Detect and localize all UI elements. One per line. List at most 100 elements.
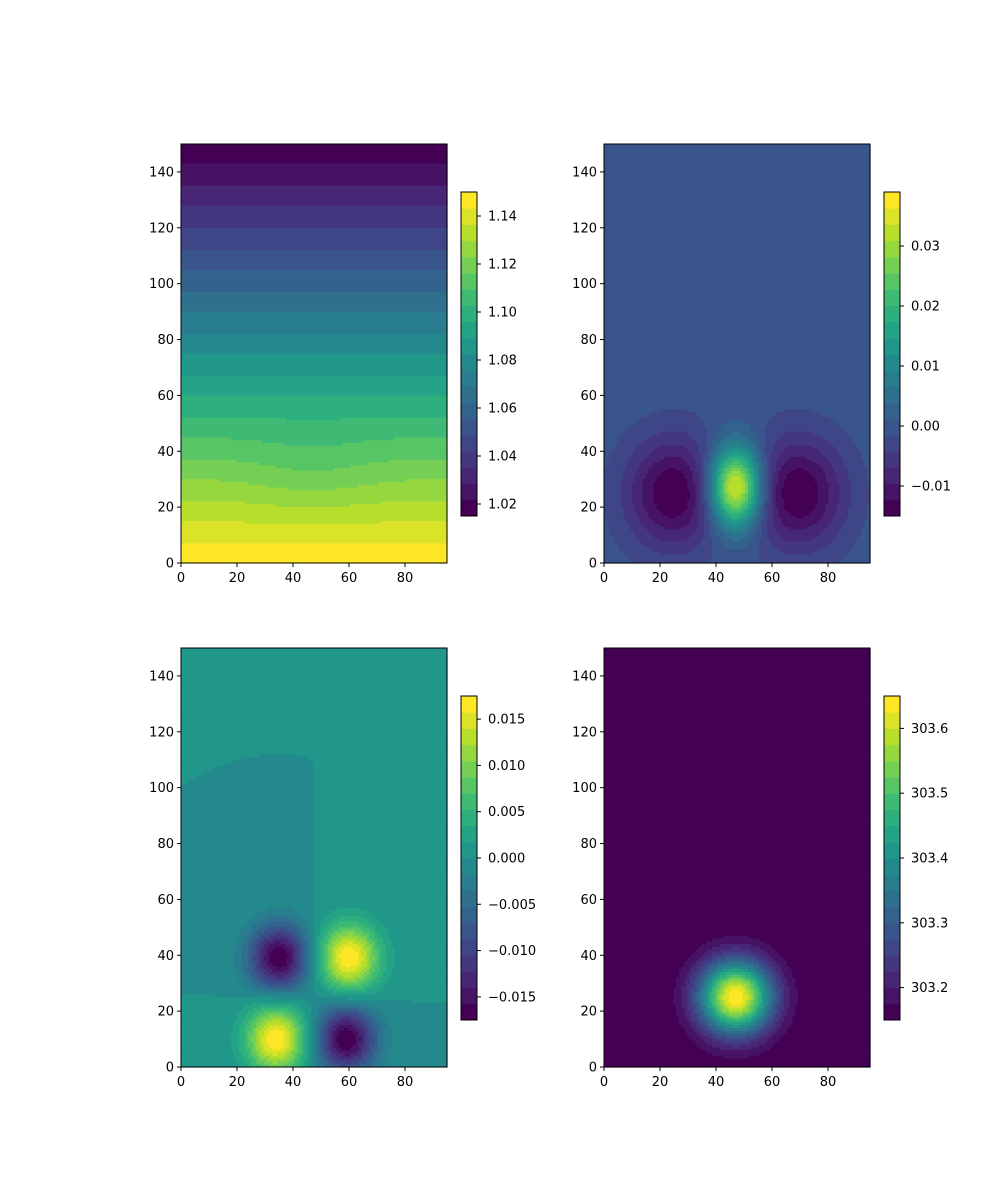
colorbar-tick-label: 1.14 (488, 210, 517, 225)
colorbar-level (461, 354, 477, 371)
colorbar-level (461, 906, 477, 924)
colorbar: 303.2 303.3 303.4 303.5 303.6 (883, 695, 948, 1021)
colorbar-tick-label: −0.005 (488, 898, 536, 913)
x-tick-label: 60 (764, 571, 781, 586)
colorbar-level (461, 386, 477, 404)
colorbar-level (884, 760, 900, 778)
colorbar-tick-label: 303.6 (911, 722, 948, 737)
colorbar-level (884, 256, 900, 274)
y-tick-label: 100 (572, 781, 597, 796)
colorbar-level (884, 874, 900, 891)
contour-field (604, 648, 871, 1068)
x-tick-label: 40 (708, 571, 725, 586)
colorbar-level (884, 906, 900, 924)
y-tick-label: 0 (166, 557, 174, 572)
x-tick-label: 0 (600, 571, 608, 586)
x-tick-label: 20 (652, 571, 669, 586)
y-tick-label: 80 (157, 333, 174, 348)
colorbar-tick-label: 0.005 (488, 805, 525, 820)
y-tick-label: 20 (157, 501, 174, 516)
colorbar-level (461, 841, 477, 859)
colorbar-level (884, 192, 900, 209)
colorbar-level (884, 240, 900, 258)
colorbar-level (461, 370, 477, 387)
x-tick-label: 40 (285, 1075, 302, 1090)
colorbar-tick-label: 1.12 (488, 258, 517, 273)
colorbar-level (884, 1003, 900, 1021)
colorbar-tick-label: 303.3 (911, 916, 948, 931)
colorbar-level (884, 825, 900, 843)
colorbar-tick-label: 0.00 (911, 420, 940, 435)
y-tick-label: 120 (572, 725, 597, 740)
colorbar-level (461, 728, 477, 746)
y-tick-label: 40 (157, 949, 174, 964)
colorbar-level (884, 890, 900, 908)
colorbar-level (884, 939, 900, 956)
y-tick-label: 0 (589, 557, 597, 572)
colorbar-level (461, 890, 477, 908)
colorbar-frame (883, 191, 901, 517)
colorbar-level (461, 858, 477, 875)
colorbar-level (884, 809, 900, 827)
colorbar-level (884, 955, 900, 972)
colorbar-level (461, 305, 477, 323)
x-tick-label: 20 (229, 571, 246, 586)
contour-field (604, 144, 871, 564)
y-tick-label: 80 (157, 837, 174, 852)
contour-panel-3: 0 20 40 60 80020406080100120140−0.015−0.010−… (149, 647, 536, 1090)
colorbar-level (884, 922, 900, 940)
x-tick-label: 0 (600, 1075, 608, 1090)
colorbar-level (884, 467, 900, 485)
colorbar-level (461, 192, 477, 209)
y-tick-label: 20 (580, 501, 597, 516)
colorbar-level (461, 955, 477, 972)
y-tick-label: 40 (157, 445, 174, 460)
colorbar-tick-label: 303.2 (911, 981, 948, 996)
x-tick-label: 40 (285, 571, 302, 586)
axes-frame (603, 647, 871, 1068)
colorbar-tick-label: 0.010 (488, 759, 525, 774)
colorbar-level (884, 728, 900, 746)
x-tick-label: 20 (229, 1075, 246, 1090)
colorbar-level (884, 224, 900, 242)
colorbar-level (884, 289, 900, 306)
colorbar-tick-label: −0.010 (488, 944, 536, 959)
colorbar-level (461, 289, 477, 306)
colorbar-level (884, 858, 900, 875)
x-tick-label: 80 (397, 571, 414, 586)
colorbar-level (461, 451, 477, 468)
colorbar-tick-label: 0.015 (488, 713, 525, 728)
colorbar-level (461, 825, 477, 843)
x-tick-label: 20 (652, 1075, 669, 1090)
colorbar-tick-label: 0.01 (911, 360, 940, 375)
colorbar-level (884, 499, 900, 517)
colorbar-level (884, 418, 900, 436)
colorbar-level (461, 337, 477, 355)
colorbar-level (884, 987, 900, 1005)
y-tick-label: 60 (157, 893, 174, 908)
x-tick-label: 0 (177, 571, 185, 586)
y-tick-label: 20 (580, 1005, 597, 1020)
y-tick-label: 20 (157, 1005, 174, 1020)
y-tick-label: 120 (149, 221, 174, 236)
y-tick-label: 100 (572, 277, 597, 292)
y-tick-label: 140 (149, 669, 174, 684)
colorbar-level (461, 809, 477, 827)
colorbar-level (884, 321, 900, 339)
colorbar-level (461, 939, 477, 956)
x-tick-label: 60 (341, 1075, 358, 1090)
colorbar-level (461, 712, 477, 729)
colorbar-level (461, 971, 477, 989)
colorbar-level (461, 499, 477, 517)
y-tick-label: 60 (580, 893, 597, 908)
colorbar-tick-label: 1.10 (488, 306, 517, 321)
y-tick-label: 0 (166, 1061, 174, 1076)
colorbar-level (884, 451, 900, 468)
y-tick-label: 80 (580, 837, 597, 852)
colorbar-level (884, 402, 900, 420)
colorbar-level (461, 483, 477, 501)
x-tick-label: 60 (341, 571, 358, 586)
y-tick-label: 60 (157, 389, 174, 404)
colorbar-level (461, 256, 477, 274)
